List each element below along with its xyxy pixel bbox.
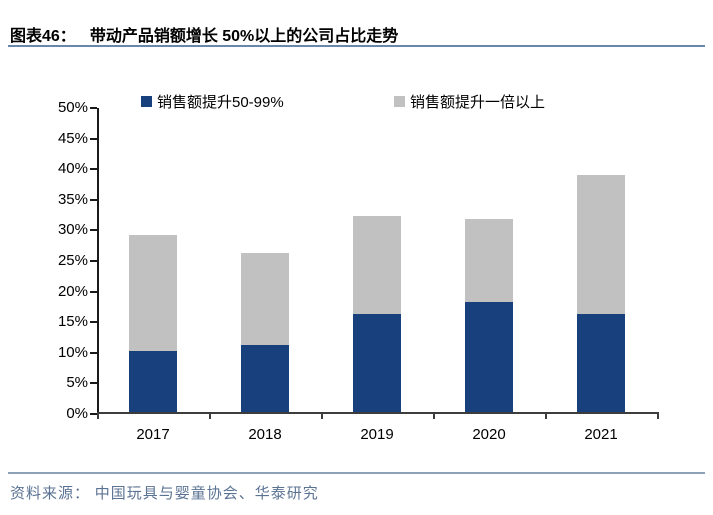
x-axis-tick [209, 414, 211, 419]
bar-segment-50-99 [241, 344, 289, 412]
y-axis-label: 45% [57, 129, 88, 147]
y-axis-tick [90, 413, 97, 415]
y-axis-line [97, 108, 99, 414]
x-axis-label: 2021 [584, 426, 618, 443]
x-axis-line [97, 412, 659, 414]
footer-rule [8, 472, 705, 474]
y-axis-label: 5% [66, 374, 88, 392]
y-axis-tick [90, 260, 97, 262]
y-axis-tick [90, 107, 97, 109]
figure-title: 带动产品销额增长 50%以上的公司占比走势 [89, 28, 399, 45]
x-axis-label: 2019 [360, 426, 394, 443]
y-axis-label: 25% [57, 252, 88, 269]
y-axis-tick [90, 382, 97, 385]
y-axis-label: 35% [57, 190, 88, 208]
y-axis-label: 0% [66, 405, 88, 422]
y-axis-label: 40% [57, 160, 88, 178]
bar-segment-50-99 [465, 301, 513, 412]
y-axis-label: 30% [57, 221, 88, 239]
y-axis-label: 15% [57, 313, 88, 331]
bar-segment-2x [465, 219, 513, 302]
bar-segment-2x [353, 216, 401, 315]
bar-segment-2x [577, 175, 625, 315]
legend-label-sales-2x: 销售额提升一倍以上 [410, 94, 546, 111]
x-axis-tick [433, 414, 435, 419]
title-rule [8, 45, 705, 47]
y-axis-tick [90, 351, 97, 354]
figure-label: 图表46： [10, 28, 76, 45]
bar-segment-50-99 [129, 350, 177, 412]
legend-item-sales-50-99: 销售额提升50-99% [141, 91, 284, 112]
bar-segment-50-99 [577, 314, 625, 412]
legend-swatch-blue [141, 96, 152, 107]
x-axis-tick [321, 414, 323, 419]
x-axis-label: 2020 [472, 426, 506, 443]
y-axis-tick [90, 290, 97, 293]
y-axis-tick [90, 137, 97, 140]
source-note: 资料来源： 中国玩具与婴童协会、华泰研究 [10, 486, 319, 502]
x-axis-tick [97, 414, 99, 419]
y-axis-tick [90, 198, 97, 201]
y-axis-tick [90, 229, 97, 232]
legend-label-sales-50-99: 销售额提升50-99% [157, 94, 284, 111]
x-axis-label: 2018 [248, 426, 282, 443]
y-axis-label: 10% [57, 343, 88, 361]
y-axis-label: 20% [57, 282, 88, 300]
legend-swatch-gray [394, 96, 405, 107]
bar-segment-2x [129, 234, 177, 351]
figure-header: 图表46： 带动产品销额增长 50%以上的公司占比走势 [10, 22, 703, 46]
plot-area: 0% 5% 10% 15% 20% 25% 30% 35% 40% 45% 50% 2017 2018 2… [0, 99, 713, 443]
bar-segment-50-99 [353, 314, 401, 412]
x-axis-label: 2017 [136, 426, 170, 443]
bar-segment-2x [241, 252, 289, 345]
y-axis-label: 50% [57, 99, 88, 116]
legend-item-sales-2x: 销售额提升一倍以上 [394, 91, 545, 112]
x-axis-tick [545, 414, 547, 419]
y-axis-tick [90, 168, 97, 171]
y-axis-tick [90, 321, 97, 324]
chart-legend: 销售额提升50-99% 销售额提升一倍以上 [0, 91, 713, 111]
x-axis-tick [657, 414, 659, 419]
